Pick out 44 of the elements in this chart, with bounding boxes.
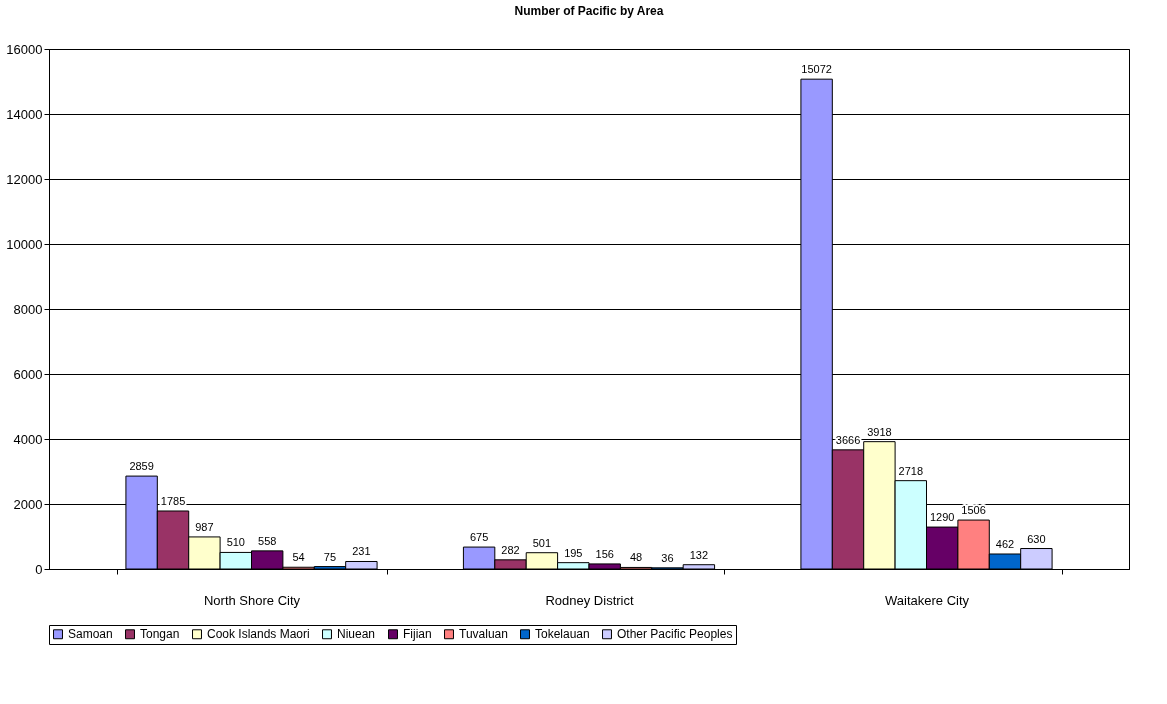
y-tick-label: 12000 [6,171,43,187]
data-label: 462 [995,537,1015,550]
data-label: 1785 [160,494,186,507]
data-label: 510 [226,536,245,549]
legend-label: Tongan [140,627,180,642]
data-label: 156 [595,547,614,560]
legend-label: Tuvaluan [459,627,508,642]
x-tick-label: North Shore City [203,592,301,608]
x-tick-label: Waitakere City [884,592,970,608]
data-label: 501 [532,536,552,549]
chart-title: Number of Pacific by Area [514,4,664,18]
data-label: 1290 [929,511,955,524]
y-tick-label: 8000 [13,301,43,317]
data-label: 231 [352,545,371,558]
y-tick-label: 2000 [13,496,43,512]
legend-label: Cook Islands Maori [207,627,310,642]
data-label: 2859 [129,460,154,473]
y-tick-label: 10000 [6,236,43,252]
data-label: 75 [323,550,337,563]
data-label: 987 [195,520,214,533]
data-label: 132 [689,548,709,561]
data-label: 48 [629,551,643,564]
y-tick-label: 4000 [13,431,43,447]
data-label: 54 [292,551,305,564]
legend-label: Fijian [403,627,432,642]
legend-label: Niuean [337,627,376,642]
data-label: 36 [661,551,674,564]
data-label: 195 [564,546,583,559]
data-label: 1506 [961,504,986,517]
y-tick-label: 6000 [13,366,43,382]
y-tick-label: 0 [35,561,43,577]
y-tick-label: 14000 [6,106,43,122]
legend-label: Samoan [68,627,113,642]
y-tick-label: 16000 [6,41,43,57]
legend-label: Tokelauan [535,627,590,642]
legend-label: Other Pacific Peoples [617,627,733,642]
x-tick-label: Rodney District [545,592,634,608]
data-label: 282 [501,543,520,556]
data-label: 675 [469,531,489,544]
data-label: 2718 [898,464,924,477]
data-label: 558 [258,534,277,547]
data-label: 630 [1027,532,1046,545]
data-label: 3918 [867,425,892,438]
data-label: 15072 [801,63,832,76]
